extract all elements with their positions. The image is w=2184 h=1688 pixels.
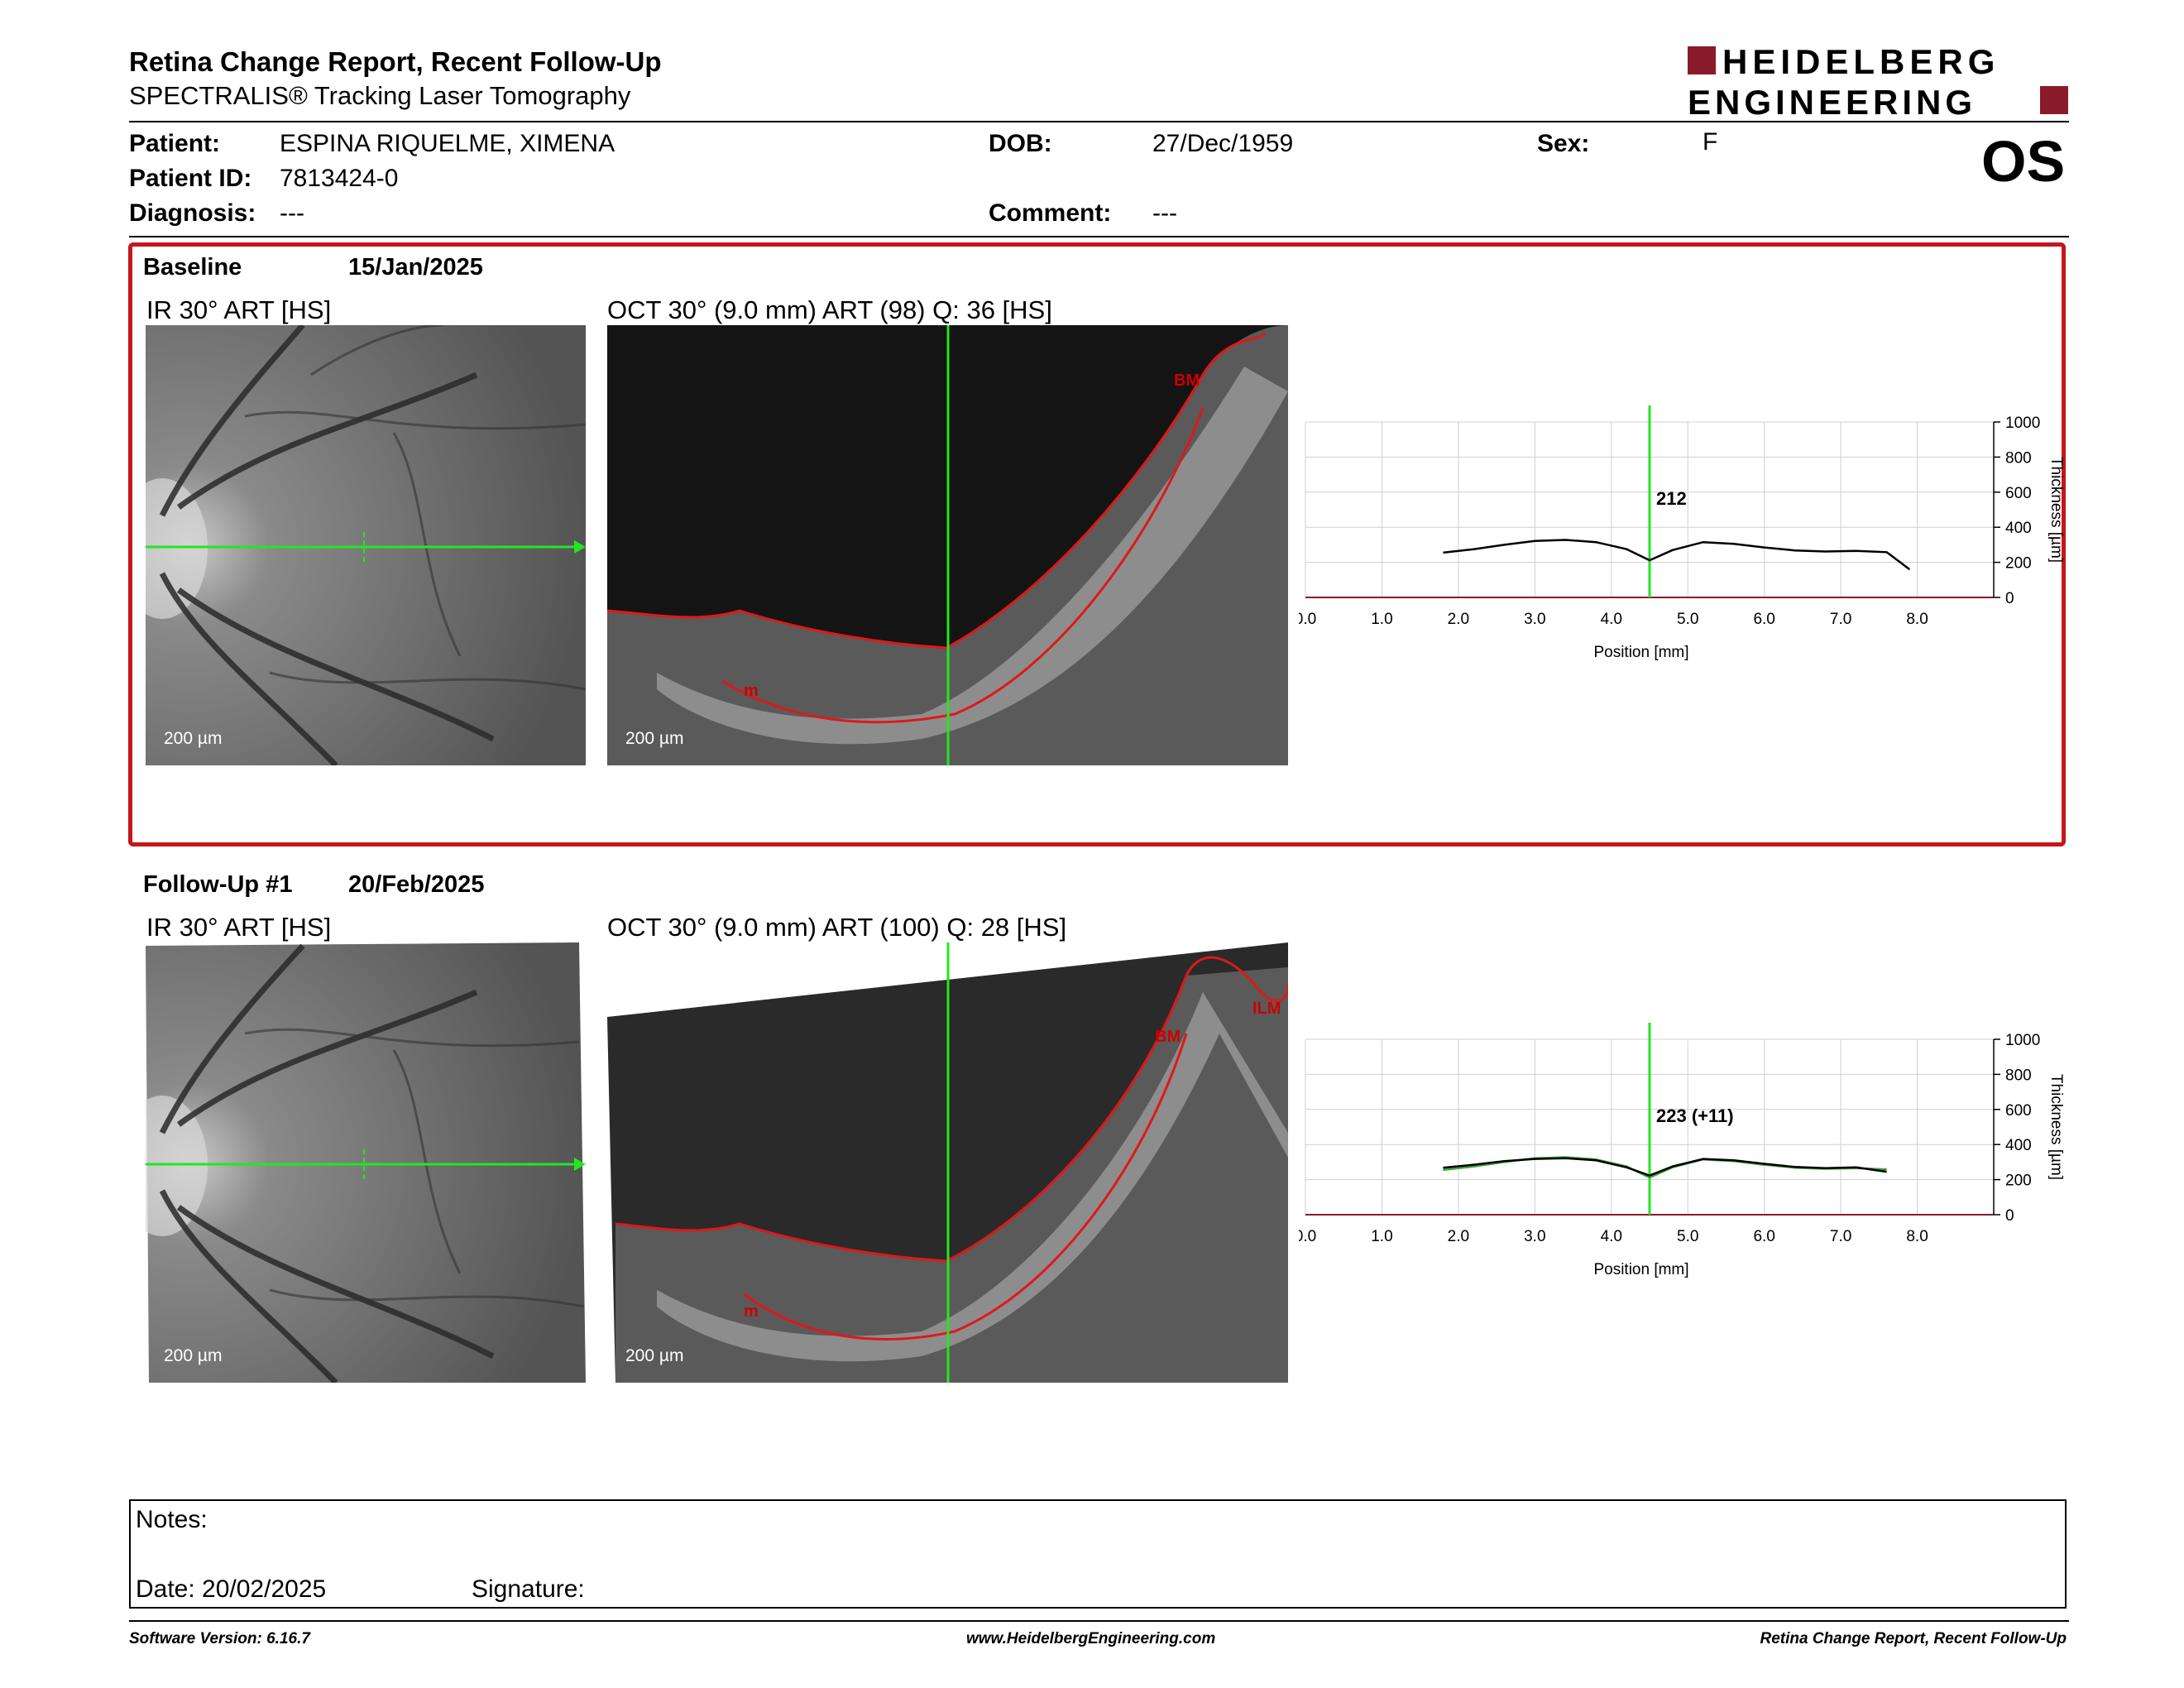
x-tick-label-2: 2.0 — [1448, 1228, 1469, 1245]
baseline-oct-title: OCT 30° (9.0 mm) ART (98) Q: 36 [HS] — [607, 295, 1052, 324]
baseline-ir-title: IR 30° ART [HS] — [146, 295, 332, 324]
sex-label: Sex: — [1537, 130, 1590, 157]
followup-thickness-chart: 0 200 400 600 800 1000 0.0 1.0 2.0 3.0 4.0 5.0 6.0 7.… — [1299, 1023, 2065, 1278]
eye-indicator: OS — [1981, 129, 2066, 194]
thickness-annotation: 212 — [1656, 488, 1687, 509]
dob-value: 27/Dec/1959 — [1152, 130, 1294, 157]
followup-oct-title: OCT 30° (9.0 mm) ART (100) Q: 28 [HS] — [607, 913, 1067, 942]
x-axis-label: Position [mm] — [1593, 1261, 1688, 1278]
followup-oct-image[interactable]: BM ILM m 200 µm — [607, 942, 1288, 1383]
x-tick-label-1: 1.0 — [1371, 1228, 1392, 1245]
y-axis-label: Thickness [µm] — [2048, 1074, 2065, 1180]
footer-software-version: Software Version: 6.16.7 — [129, 1630, 310, 1647]
signature-label: Signature: — [472, 1575, 585, 1603]
baseline-date: 15/Jan/2025 — [348, 254, 483, 281]
notes-label: Notes: — [136, 1506, 208, 1533]
y-tick-label-2: 400 — [2005, 520, 2032, 537]
x-tick-label-7: 7.0 — [1830, 1228, 1851, 1245]
notes-date: Date: 20/02/2025 — [136, 1575, 327, 1603]
followup-label: Follow-Up #1 — [143, 871, 293, 898]
followup-oct-scale: 200 µm — [625, 1346, 684, 1365]
patient-id-label: Patient ID: — [129, 165, 252, 192]
x-tick-label-3: 3.0 — [1524, 611, 1545, 628]
followup-date: 20/Feb/2025 — [348, 871, 485, 898]
x-tick-label-8: 8.0 — [1906, 1228, 1928, 1245]
followup-oct-label-ilm: ILM — [1252, 1000, 1281, 1018]
patient-label: Patient: — [129, 130, 221, 157]
x-axis-label: Position [mm] — [1593, 644, 1688, 661]
diagnosis-value: --- — [280, 199, 304, 227]
y-tick-label-5: 1000 — [2005, 1032, 2040, 1049]
y-tick-label-1: 200 — [2005, 1172, 2032, 1190]
comment-value: --- — [1152, 199, 1177, 227]
report-subtitle: SPECTRALIS® Tracking Laser Tomography — [129, 81, 631, 110]
y-tick-label-0: 0 — [2005, 590, 2014, 607]
y-tick-label-5: 1000 — [2005, 415, 2040, 432]
y-tick-label-3: 600 — [2005, 485, 2032, 502]
baseline-oct-image[interactable]: BM m 200 µm — [607, 325, 1288, 765]
y-tick-label-3: 600 — [2005, 1102, 2032, 1120]
baseline-oct-label-m: m — [744, 682, 759, 700]
baseline-ir-image[interactable]: 200 µm — [146, 325, 586, 765]
baseline-oct-scale: 200 µm — [625, 729, 684, 748]
logo-square-top — [1688, 46, 1716, 74]
baseline-ir-scale: 200 µm — [164, 729, 223, 748]
followup-ir-scale: 200 µm — [164, 1346, 223, 1365]
baseline-section-highlight — [128, 242, 2066, 846]
y-tick-label-2: 400 — [2005, 1137, 2032, 1154]
logo-line1: HEIDELBERG — [1722, 43, 2000, 81]
patient-rule — [129, 236, 2069, 237]
logo-line2: ENGINEERING — [1688, 83, 1976, 119]
y-tick-label-0: 0 — [2005, 1207, 2014, 1225]
x-tick-label-0: 0.0 — [1299, 1228, 1316, 1245]
logo-square-bottom — [2040, 86, 2068, 114]
baseline-thickness-chart: 0 200 400 600 800 1000 0.0 1.0 2.0 3.0 4.0 5.0 6.0 7.… — [1299, 405, 2065, 661]
x-tick-label-5: 5.0 — [1677, 611, 1698, 628]
x-tick-label-1: 1.0 — [1371, 611, 1392, 628]
followup-oct-label-m: m — [744, 1302, 759, 1321]
x-tick-label-5: 5.0 — [1677, 1228, 1698, 1245]
footer-report-name: Retina Change Report, Recent Follow-Up — [1760, 1630, 2067, 1647]
header-rule — [129, 121, 2069, 122]
x-tick-label-6: 6.0 — [1753, 611, 1774, 628]
followup-ir-image[interactable]: 200 µm — [146, 942, 586, 1383]
footer-website[interactable]: www.HeidelbergEngineering.com — [966, 1630, 1216, 1647]
y-tick-label-4: 800 — [2005, 449, 2032, 467]
sex-value: F — [1703, 128, 1718, 156]
x-tick-label-6: 6.0 — [1753, 1228, 1774, 1245]
report-title: Retina Change Report, Recent Follow-Up — [129, 46, 662, 77]
thickness-series-line-0 — [1443, 539, 1911, 571]
comment-label: Comment: — [989, 199, 1112, 227]
diagnosis-label: Diagnosis: — [129, 199, 256, 227]
x-tick-label-4: 4.0 — [1601, 611, 1622, 628]
followup-oct-label-bm: BM — [1155, 1028, 1181, 1046]
x-tick-label-4: 4.0 — [1601, 1228, 1622, 1245]
patient-name: ESPINA RIQUELME, XIMENA — [280, 130, 615, 157]
x-tick-label-8: 8.0 — [1906, 611, 1928, 628]
thickness-annotation: 223 (+11) — [1656, 1105, 1734, 1126]
x-tick-label-7: 7.0 — [1830, 611, 1851, 628]
x-tick-label-3: 3.0 — [1524, 1228, 1545, 1245]
heidelberg-logo: HEIDELBERG ENGINEERING — [1688, 43, 2068, 119]
x-tick-label-2: 2.0 — [1448, 611, 1469, 628]
thickness-series-line-1 — [1443, 1157, 1887, 1177]
baseline-oct-label-bm: BM — [1174, 372, 1200, 390]
patient-id-value: 7813424-0 — [280, 165, 399, 192]
notes-box — [129, 1499, 2067, 1609]
x-tick-label-0: 0.0 — [1299, 611, 1316, 628]
dob-label: DOB: — [989, 130, 1052, 157]
baseline-label: Baseline — [143, 254, 242, 281]
followup-ir-title: IR 30° ART [HS] — [146, 913, 332, 942]
footer-rule — [129, 1620, 2069, 1622]
y-axis-label: Thickness [µm] — [2048, 457, 2065, 563]
y-tick-label-1: 200 — [2005, 555, 2032, 573]
y-tick-label-4: 800 — [2005, 1067, 2032, 1084]
